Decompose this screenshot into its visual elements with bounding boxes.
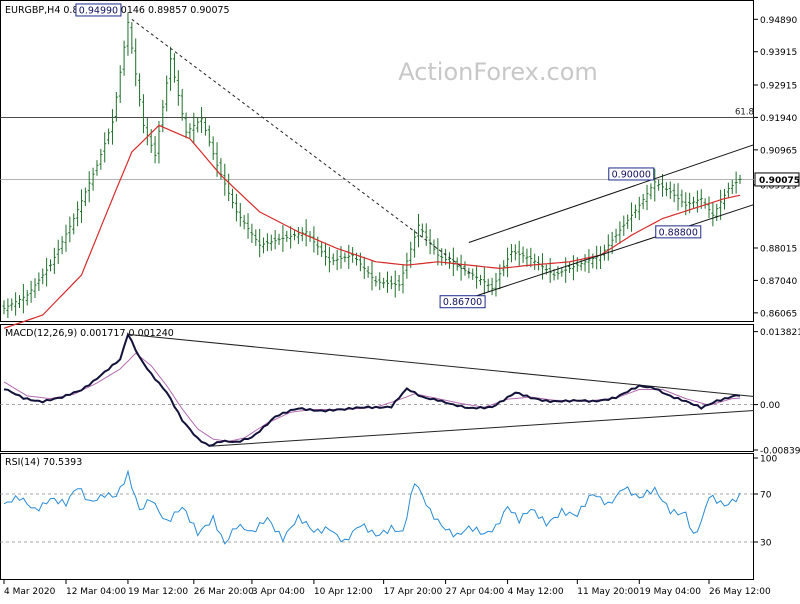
watermark-text: ActionForex.com <box>398 58 598 86</box>
price-annotation-box <box>439 295 486 309</box>
x-tick-label: 4 May 12:00 <box>508 587 564 597</box>
panel-frames <box>0 0 754 580</box>
macd-lower-trendline <box>209 410 755 447</box>
x-tick-label: 4 Mar 2020 <box>4 587 56 597</box>
price-y-tick-label: 0.86065 <box>760 309 797 319</box>
price-y-tick-label: 0.90965 <box>760 146 797 156</box>
rsi-y-tick-label: 30 <box>760 539 772 549</box>
price-annotation-label: 0.88800 <box>659 227 698 238</box>
price-panel-frame <box>0 0 754 322</box>
macd-layer <box>0 332 755 447</box>
macd-y-tick-label: 0.013821 <box>760 328 800 338</box>
moving-average-line <box>3 124 741 329</box>
price-y-tick-label: 0.94890 <box>760 16 797 26</box>
x-tick-label: 26 Mar 20:00 <box>194 587 254 597</box>
macd-upper-trendline <box>127 333 755 397</box>
x-tick-label: 10 Apr 12:00 <box>314 587 373 597</box>
x-tick-label: 19 Mar 12:00 <box>128 587 188 597</box>
rsi-layer <box>0 469 754 545</box>
price-y-tick-label: 0.91940 <box>760 114 797 124</box>
rsi-line <box>3 469 741 545</box>
fib-618-label: 61.8 <box>735 107 754 117</box>
price-y-tick-label: 0.87040 <box>760 277 797 287</box>
macd-y-tick-label: -0.008397 <box>760 447 800 457</box>
price-annotation-label: 0.90000 <box>612 169 651 180</box>
macd-panel-frame <box>0 324 754 452</box>
macd-line <box>3 332 741 447</box>
price-annotation-label: 0.86700 <box>443 297 482 308</box>
rsi-y-tick-label: 100 <box>760 455 777 465</box>
last-price-label: 0.90075 <box>759 176 800 186</box>
price-layer: 61.8 0.94990 0.90000 0.88800 0.86700 <box>0 3 755 329</box>
x-tick-label: 27 Apr 04:00 <box>446 587 505 597</box>
channel-upper-line <box>468 144 755 243</box>
x-tick-label: 12 Mar 04:00 <box>66 587 126 597</box>
price-annotation-box <box>608 167 655 181</box>
price-annotation-label: 0.94990 <box>79 5 118 16</box>
price-annotation-box <box>75 3 122 17</box>
macd-header: MACD(12,26,9) 0.001717 0.001240 <box>5 328 174 339</box>
price-y-tick-label: 0.92915 <box>760 81 797 91</box>
macd-signal-line <box>3 352 741 442</box>
rsi-panel-frame <box>0 453 754 580</box>
x-tick-label: 26 May 12:00 <box>709 587 771 597</box>
price-y-tick-label: 0.88015 <box>760 244 797 254</box>
x-tick-label: 17 Apr 20:00 <box>384 587 443 597</box>
dashed-downtrend-line <box>131 18 474 276</box>
price-annotation-box <box>655 225 702 239</box>
axis-layer: 0.948900.939150.929150.919400.909650.899… <box>3 16 800 597</box>
macd-y-tick-label: 0.00 <box>760 401 780 411</box>
channel-lower-line <box>476 204 755 297</box>
rsi-header: RSI(14) 70.5393 <box>5 457 82 468</box>
price-y-tick-label: 0.93915 <box>760 48 797 58</box>
x-tick-label: 19 May 04:00 <box>639 587 701 597</box>
last-price-box <box>754 172 800 187</box>
rsi-y-tick-label: 70 <box>760 491 772 501</box>
x-tick-label: 3 Apr 04:00 <box>252 587 305 597</box>
x-tick-label: 11 May 20:00 <box>577 587 639 597</box>
